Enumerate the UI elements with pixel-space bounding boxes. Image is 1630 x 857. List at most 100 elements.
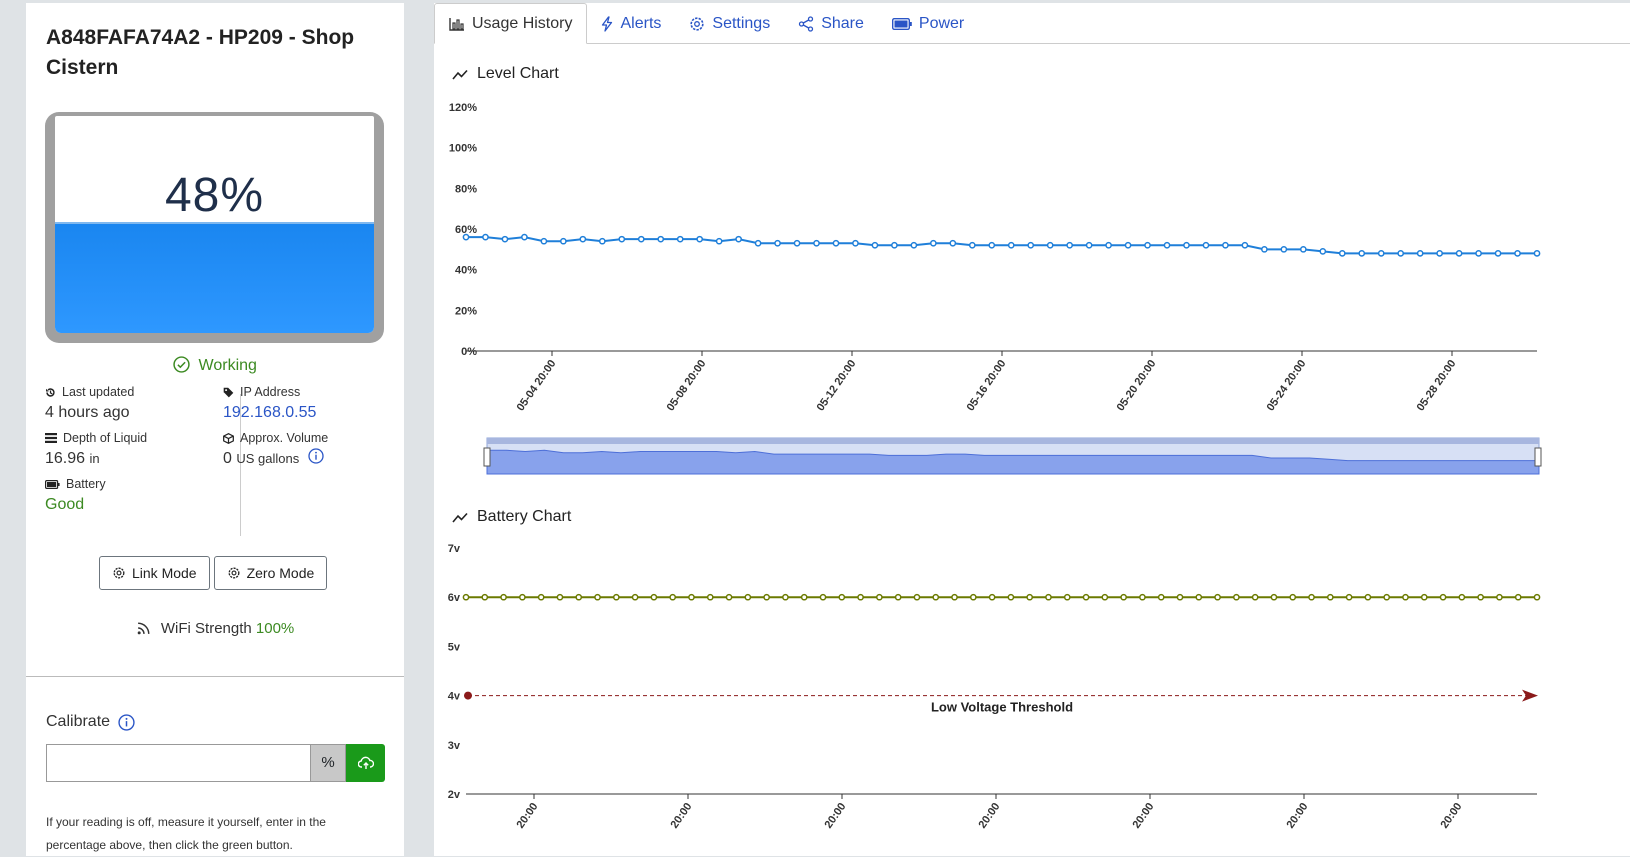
data-point bbox=[1085, 241, 1093, 249]
mode-buttons: Link Mode Zero Mode bbox=[99, 556, 328, 590]
depth-number: 16.96 bbox=[45, 450, 86, 467]
status-text: Working bbox=[198, 357, 257, 374]
volume-label-text: Approx. Volume bbox=[240, 431, 329, 445]
threshold-start-marker bbox=[464, 691, 472, 700]
data-point bbox=[813, 239, 820, 247]
check-circle-icon bbox=[173, 356, 190, 373]
data-point bbox=[1176, 593, 1184, 601]
data-point bbox=[951, 593, 958, 601]
data-point bbox=[706, 593, 714, 601]
data-point bbox=[1358, 250, 1366, 257]
data-point bbox=[1436, 250, 1443, 257]
tank-inner: 48% bbox=[55, 116, 374, 333]
y-tick-label: 3v bbox=[448, 740, 461, 752]
data-point bbox=[1280, 245, 1288, 253]
info-divider bbox=[240, 394, 241, 536]
device-title: A848FAFA74A2 - HP209 - Shop Cistern bbox=[46, 26, 355, 79]
threshold-label: Low Voltage Threshold bbox=[931, 700, 1073, 715]
y-tick-label: 80% bbox=[455, 183, 477, 195]
data-point bbox=[725, 593, 733, 601]
trend-line-icon bbox=[452, 512, 468, 523]
data-point bbox=[1163, 241, 1171, 249]
data-point bbox=[932, 593, 940, 601]
volume-number: 0 bbox=[223, 450, 232, 467]
zero-mode-button[interactable]: Zero Mode bbox=[213, 556, 328, 590]
tab-bar: Usage History Alerts Settings Share Powe… bbox=[434, 3, 1630, 44]
battery-chart-title-text: Battery Chart bbox=[477, 508, 572, 525]
data-point bbox=[1514, 250, 1521, 257]
data-point bbox=[744, 593, 752, 601]
x-tick-label: 05-20 20:00 bbox=[1115, 358, 1159, 413]
calibrate-unit: % bbox=[310, 744, 346, 782]
gear-icon bbox=[690, 16, 704, 31]
data-point bbox=[1533, 250, 1541, 257]
zoom-navigator-handle-bar bbox=[487, 438, 1539, 444]
y-tick-label: 7v bbox=[448, 543, 461, 555]
data-point bbox=[1308, 593, 1315, 601]
y-tick-label: 2v bbox=[448, 789, 461, 801]
data-point bbox=[1416, 250, 1424, 257]
trend-line-icon bbox=[452, 69, 468, 80]
data-point bbox=[1326, 593, 1334, 601]
data-point bbox=[521, 233, 528, 241]
data-point bbox=[650, 593, 658, 601]
data-point bbox=[949, 239, 957, 247]
tab-alerts[interactable]: Alerts bbox=[587, 3, 675, 44]
data-point bbox=[556, 593, 564, 601]
section-divider bbox=[26, 676, 404, 677]
data-point bbox=[876, 593, 883, 601]
data-point bbox=[1214, 593, 1221, 601]
link-mode-button[interactable]: Link Mode bbox=[99, 556, 210, 590]
data-point bbox=[501, 235, 509, 243]
depth-label-text: Depth of Liquid bbox=[63, 431, 148, 445]
ip-value[interactable]: 192.168.0.55 bbox=[223, 404, 317, 421]
data-point bbox=[1455, 250, 1463, 257]
calibrate-input[interactable] bbox=[46, 744, 310, 782]
data-point bbox=[1045, 593, 1052, 601]
info-icon[interactable] bbox=[308, 448, 324, 464]
data-point bbox=[537, 593, 545, 601]
data-point bbox=[637, 235, 645, 243]
data-point bbox=[852, 239, 859, 247]
info-icon[interactable] bbox=[118, 713, 135, 731]
data-point bbox=[1402, 593, 1409, 601]
data-point bbox=[1345, 593, 1353, 601]
data-point bbox=[782, 593, 789, 601]
tab-share[interactable]: Share bbox=[784, 3, 878, 44]
last-updated-label-text: Last updated bbox=[62, 385, 135, 399]
data-point bbox=[910, 241, 918, 249]
calibrate-submit-button[interactable] bbox=[346, 744, 385, 782]
info-column-right: IP Address 192.168.0.55 Approx. Volume 0… bbox=[223, 384, 328, 476]
data-point bbox=[1120, 593, 1127, 601]
wifi-icon bbox=[137, 622, 150, 635]
data-point bbox=[968, 241, 976, 249]
zero-mode-label: Zero Mode bbox=[246, 565, 315, 581]
tab-power[interactable]: Power bbox=[878, 3, 978, 44]
data-point bbox=[1251, 593, 1259, 601]
y-tick-label: 120% bbox=[449, 102, 477, 114]
battery-icon bbox=[45, 479, 60, 489]
data-point bbox=[793, 239, 801, 247]
wifi-value: 100% bbox=[255, 620, 295, 637]
data-point bbox=[669, 593, 677, 601]
data-point bbox=[1233, 593, 1240, 601]
data-point bbox=[1124, 241, 1132, 249]
y-tick-label: 4v bbox=[448, 691, 461, 703]
tab-settings[interactable]: Settings bbox=[675, 3, 784, 44]
data-point bbox=[598, 237, 606, 245]
depth-label: Depth of Liquid bbox=[45, 430, 147, 446]
data-point bbox=[1270, 593, 1278, 601]
data-point bbox=[631, 593, 639, 601]
y-tick-label: 0% bbox=[461, 346, 477, 358]
tab-usage-history[interactable]: Usage History bbox=[434, 3, 588, 44]
data-point bbox=[560, 237, 567, 245]
data-point bbox=[1496, 593, 1503, 601]
data-point bbox=[754, 239, 762, 247]
data-point bbox=[838, 593, 846, 601]
data-point bbox=[1377, 250, 1385, 257]
tab-settings-label: Settings bbox=[712, 14, 771, 32]
box-icon bbox=[223, 432, 234, 444]
share-icon bbox=[799, 15, 814, 32]
tag-icon bbox=[223, 387, 234, 397]
level-chart-title: Level Chart bbox=[452, 65, 559, 83]
